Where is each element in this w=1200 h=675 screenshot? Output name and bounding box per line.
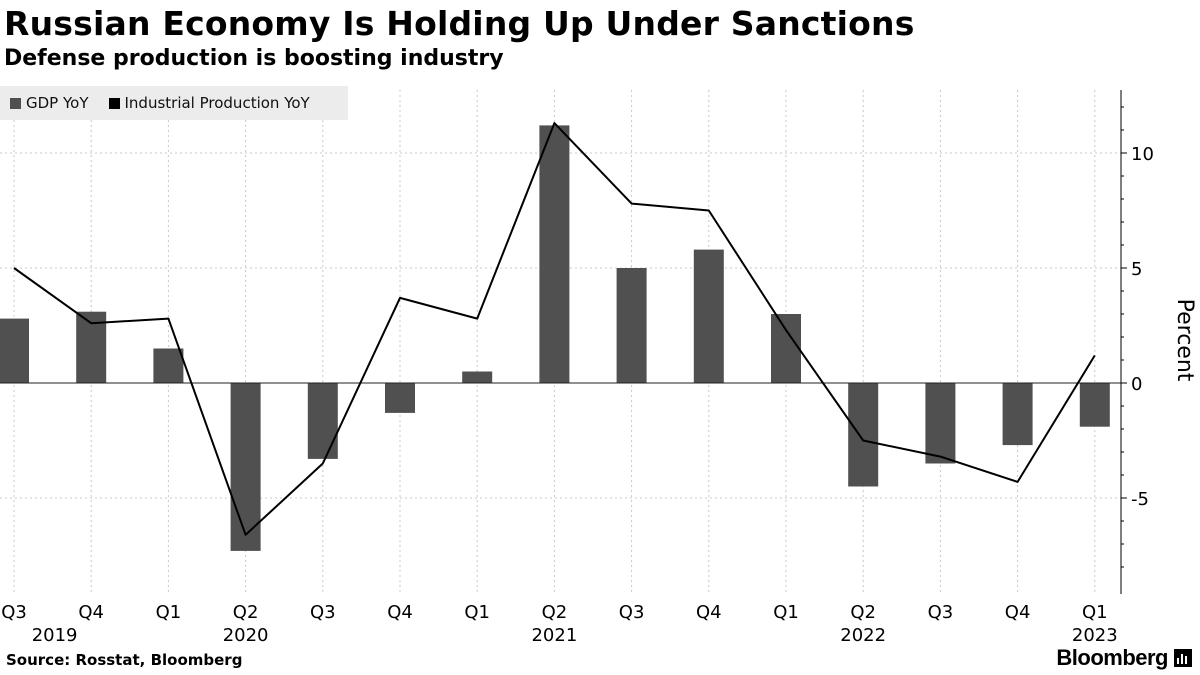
y-tick-label: 0 [1131,374,1142,395]
y-tick-label: 10 [1131,144,1154,165]
bar-gdp-0 [0,318,29,383]
bar-gdp-8 [616,268,647,383]
legend-label-industrial: Industrial Production YoY [124,94,310,112]
bar-gdp-10 [771,314,801,383]
legend-swatch-industrial [108,97,120,109]
x-tick-label: Q1 [464,602,490,623]
x-tick-label: Q1 [1082,602,1108,623]
x-tick-label: Q3 [619,602,645,623]
legend-item-industrial: Industrial Production YoY [108,94,310,112]
source-note: Source: Rosstat, Bloomberg [6,651,243,669]
brand-name: Bloomberg [1056,645,1168,670]
x-tick-label: Q3 [310,602,336,623]
x-tick-label: Q3 [928,602,954,623]
legend-item-gdp: GDP YoY [10,94,89,112]
bar-gdp-6 [462,371,493,383]
bar-gdp-7 [539,125,570,384]
y-axis-title: Percent [1172,299,1197,382]
x-tick-label: Q1 [156,602,182,623]
bar-gdp-2 [153,348,184,383]
x-year-label: 2019 [32,625,78,646]
chart-subtitle: Defense production is boosting industry [4,46,504,71]
x-tick-label: Q4 [387,602,413,623]
bar-gdp-12 [925,383,956,464]
brand-logo: Bloomberg [1056,645,1192,671]
x-tick-label: Q4 [1005,602,1031,623]
bar-gdp-13 [1002,383,1033,446]
x-tick-label: Q2 [850,602,876,623]
x-year-label: 2020 [223,625,269,646]
x-tick-label: Q4 [696,602,722,623]
x-year-label: 2022 [840,625,886,646]
x-tick-label: Q4 [78,602,104,623]
chart-legend: GDP YoY Industrial Production YoY [0,86,348,120]
legend-label-gdp: GDP YoY [26,94,89,112]
y-tick-label: 5 [1131,259,1142,280]
bar-gdp-4 [307,383,338,459]
x-tick-label: Q2 [542,602,568,623]
bar-gdp-14 [1079,383,1110,427]
bloomberg-chart-icon [1174,649,1192,667]
x-year-label: 2021 [531,625,577,646]
legend-swatch-gdp [10,97,21,109]
x-tick-label: Q2 [233,602,259,623]
chart-title: Russian Economy Is Holding Up Under Sanc… [4,4,915,43]
x-tick-label: Q1 [773,602,799,623]
bar-gdp-11 [848,383,879,487]
bar-gdp-9 [693,249,724,383]
bar-gdp-3 [230,383,261,551]
x-tick-label: Q3 [1,602,27,623]
bar-gdp-5 [385,383,415,413]
line-industrial-production [13,122,1096,536]
x-year-label: 2023 [1072,625,1118,646]
y-tick-label: -5 [1131,489,1149,510]
